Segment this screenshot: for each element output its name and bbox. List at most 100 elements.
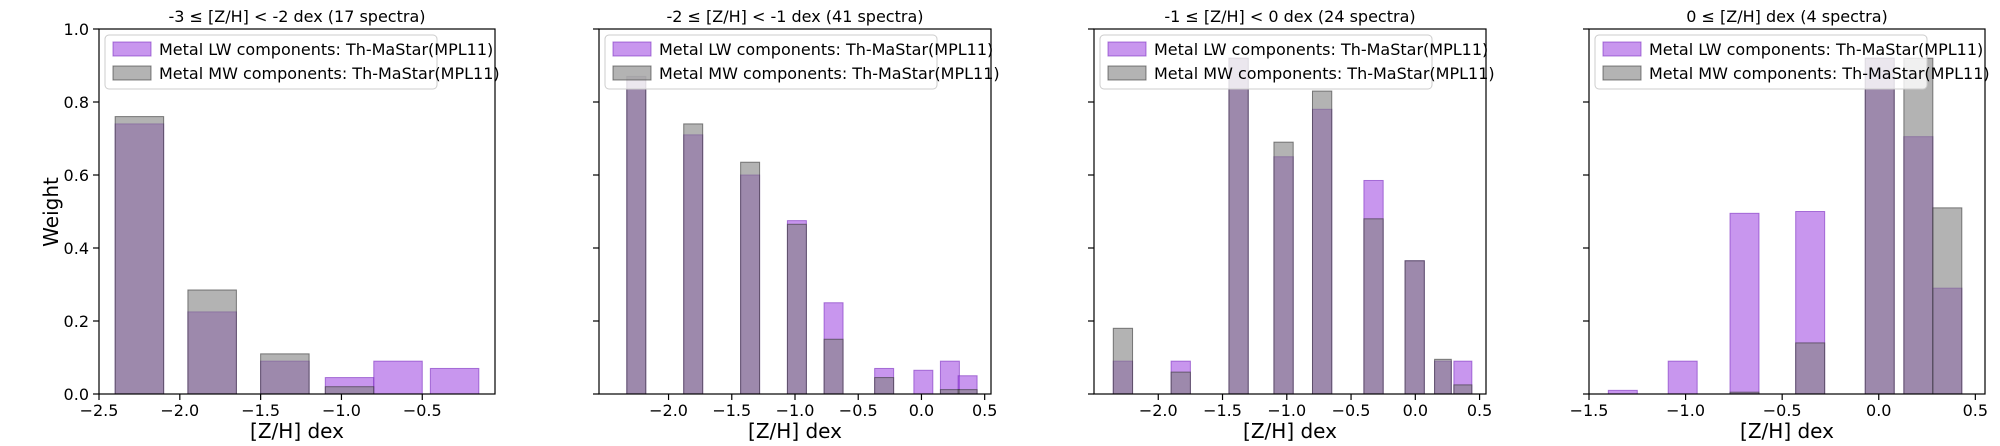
x-axis-label: [Z/H] dex [748,419,842,443]
mw-bar-4 [324,386,375,394]
legend-label-mw: Metal MW components: Th-MaStar(MPL11) [1154,64,1495,83]
legend-swatch-mw [1602,65,1642,81]
x-tick-label: −0.5 [839,401,878,420]
legend-swatch-lw [1602,41,1642,57]
x-tick-label: 0.5 [1963,401,1988,420]
mw-bar-7 [939,389,960,394]
mw-bar-6 [1363,218,1384,394]
legend-swatch-mw [1107,65,1147,81]
lw-bar-5 [373,360,423,394]
x-axis-label: [Z/H] dex [250,419,344,443]
chart-panel-1: −2.5 −2.0 −1.5 −1.0 −0.5 0.0 0.2 0.4 0.6 0.8 1.0 -3… [64,7,500,443]
y-tick-label: 0.0 [64,385,89,404]
mw-bar-8 [957,389,978,394]
mw-bar-6 [874,377,895,394]
legend-swatch-mw [112,65,152,81]
x-tick-label: −2.5 [80,401,119,420]
y-tick-label: 0.8 [64,93,89,112]
legend-box [1099,34,1433,90]
y-axis-label: Weight [39,177,63,247]
mw-bar-5 [1932,207,1963,394]
mw-bar-2 [187,289,237,394]
x-tick-label: −0.5 [1332,401,1371,420]
x-tick-label: −0.5 [1763,401,1802,420]
legend-box [1594,34,1928,90]
mw-bar-3 [740,161,761,394]
axes-frame [98,28,496,395]
mw-bar-8 [1434,358,1452,394]
mw-bar-3 [1864,57,1895,394]
x-tick-label: −2.0 [160,401,199,420]
x-tick-label: −1.5 [712,401,751,420]
mw-bar-4 [786,223,807,394]
legend-swatch-lw [112,41,152,57]
x-tick-label: −1.5 [1203,401,1242,420]
mw-bar-1 [114,116,165,394]
mw-bar-2 [1170,371,1191,394]
legend: Metal LW components: Th-MaStar(MPL11) Met… [1099,34,1495,90]
mw-bar-5 [1311,90,1333,394]
x-tick-label: 0.0 [909,401,934,420]
legend-label-lw: Metal LW components: Th-MaStar(MPL11) [1649,40,1983,59]
axes-frame [1093,28,1487,395]
lw-bar-6 [429,367,480,394]
x-tick-label: −1.0 [1666,401,1705,420]
chart-panel-4: −1.5 −1.0 −0.5 0.0 0.5 0 ≤ [Z/H] dex (4 spect… [1570,7,1990,443]
x-axis-label: [Z/H] dex [1740,419,1834,443]
legend: Metal LW components: Th-MaStar(MPL11) Met… [604,34,1000,90]
x-axis-label: [Z/H] dex [1243,419,1337,443]
x-tick-label: −1.5 [241,401,280,420]
mw-bar-4 [1903,57,1934,394]
legend-label-lw: Metal LW components: Th-MaStar(MPL11) [1154,40,1488,59]
legend-label-lw: Metal LW components: Th-MaStar(MPL11) [659,40,993,59]
lw-bar-8 [939,360,960,394]
y-tick-label: 1.0 [64,20,89,39]
lw-bar-2 [1667,360,1698,394]
mw-bar-1 [626,75,647,394]
y-tick-label: 0.4 [64,239,89,258]
lw-bar-3 [1729,212,1760,394]
x-tick-label: −1.0 [776,401,815,420]
x-tick-label: −2.0 [649,401,688,420]
mw-bar-9 [1453,384,1473,394]
legend-label-lw: Metal LW components: Th-MaStar(MPL11) [159,40,493,59]
legend: Metal LW components: Th-MaStar(MPL11) Met… [1594,34,1990,90]
bars [114,116,480,394]
bars [1607,57,1963,394]
chart-panel-3: −2.0 −1.5 −1.0 −0.5 0.0 0.5 -1 ≤ [Z/H] < 0 dex… [1088,7,1495,443]
chart-title: -1 ≤ [Z/H] < 0 dex (24 spectra) [1164,7,1415,26]
x-tick-label: −1.0 [322,401,361,420]
x-tick-label: 0.5 [972,401,997,420]
legend-label-mw: Metal MW components: Th-MaStar(MPL11) [1649,64,1990,83]
chart-title: -3 ≤ [Z/H] < -2 dex (17 spectra) [168,7,425,26]
x-tick-label: 0.0 [1866,401,1891,420]
bars [1112,57,1473,394]
legend: Metal LW components: Th-MaStar(MPL11) Met… [104,34,500,90]
mw-bar-5 [823,338,844,394]
chart-title: 0 ≤ [Z/H] dex (4 spectra) [1686,7,1888,26]
legend-label-mw: Metal MW components: Th-MaStar(MPL11) [159,64,500,83]
x-tick-label: 0.0 [1403,401,1428,420]
mw-bar-4 [1273,141,1294,394]
lw-bar-7 [913,369,934,394]
chart-panel-2: −2.0 −1.5 −1.0 −0.5 0.0 0.5 -2 ≤ [Z/H] < -1 de… [593,7,1000,443]
chart-title: -2 ≤ [Z/H] < -1 dex (41 spectra) [666,7,923,26]
legend-box [604,34,938,90]
y-tick-label: 0.2 [64,312,89,331]
mw-bar-7 [1404,260,1425,394]
lw-bar-1 [1607,389,1638,394]
x-tick-label: −1.0 [1267,401,1306,420]
legend-label-mw: Metal MW components: Th-MaStar(MPL11) [659,64,1000,83]
bars [626,75,978,394]
mw-bar-2 [683,123,704,394]
x-tick-label: −0.5 [403,401,442,420]
y-tick-label: 0.6 [64,166,89,185]
axes-frame [1588,28,1986,395]
mw-bar-3 [1228,57,1249,394]
mw-bar-1 [1112,327,1134,394]
x-tick-label: −2.0 [1139,401,1178,420]
x-tick-label: 0.5 [1467,401,1492,420]
legend-swatch-mw [612,65,652,81]
mw-bar-2 [1795,342,1826,394]
